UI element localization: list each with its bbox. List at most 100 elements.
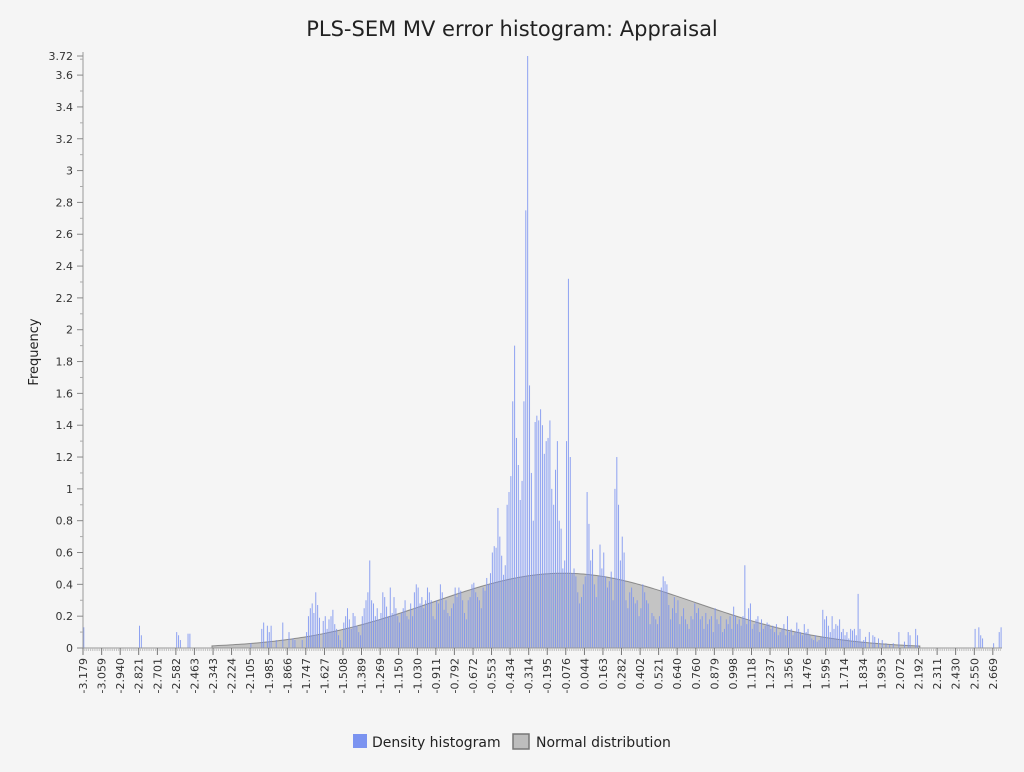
histogram-bar xyxy=(733,606,735,648)
x-tick-label: -0.792 xyxy=(448,658,461,693)
histogram-bar xyxy=(892,643,894,648)
histogram-bar xyxy=(707,624,709,648)
histogram-bar xyxy=(710,616,712,648)
histogram-bar xyxy=(749,603,751,648)
histogram-bar xyxy=(786,616,788,648)
x-tick-label: -1.985 xyxy=(263,658,276,693)
x-tick-label: -2.105 xyxy=(244,658,257,693)
histogram-bar xyxy=(504,565,506,648)
histogram-bar xyxy=(697,608,699,648)
histogram-bar xyxy=(593,584,595,648)
histogram-bar xyxy=(270,625,272,648)
normal-distribution-curve xyxy=(211,572,921,649)
histogram-bar xyxy=(488,584,490,648)
histogram-bar xyxy=(618,504,620,648)
histogram-bar xyxy=(551,488,553,648)
histogram-bar xyxy=(288,632,290,648)
histogram-bar xyxy=(540,409,542,648)
histogram-bar xyxy=(347,608,348,648)
y-tick-label: 0 xyxy=(66,642,73,655)
histogram-bar xyxy=(477,597,479,648)
x-tick-label: -2.463 xyxy=(188,658,201,693)
histogram-bar xyxy=(315,592,317,648)
histogram-bar xyxy=(294,640,296,648)
histogram-bar xyxy=(350,628,352,648)
histogram-bar xyxy=(794,632,796,648)
histogram-bar xyxy=(421,597,423,648)
histogram-bar xyxy=(688,628,690,648)
histogram-bar xyxy=(827,625,829,648)
histogram-bar xyxy=(807,628,809,648)
histogram-bar xyxy=(907,632,909,648)
histogram-bar xyxy=(720,616,722,648)
histogram-bar xyxy=(644,592,646,648)
histogram-bar xyxy=(471,584,473,648)
x-tick-label: 1.595 xyxy=(820,658,833,690)
histogram-bar xyxy=(898,632,900,648)
histogram-bar xyxy=(307,616,309,648)
x-tick-label: -1.030 xyxy=(411,658,424,693)
x-tick-label: -3.059 xyxy=(96,658,109,693)
histogram-bar xyxy=(844,635,846,648)
histogram-bar xyxy=(510,476,512,648)
histogram-bar xyxy=(328,619,330,648)
histogram-bar xyxy=(889,644,891,648)
histogram-bar xyxy=(438,603,440,648)
histogram-bar xyxy=(662,576,664,648)
histogram-bar xyxy=(837,625,839,648)
histogram-bar xyxy=(336,628,338,648)
histogram-bar xyxy=(408,619,410,648)
histogram-bar xyxy=(189,633,191,648)
histogram-bar xyxy=(486,577,488,648)
histogram-bar xyxy=(857,593,859,648)
histogram-bar xyxy=(735,616,737,648)
histogram-bar xyxy=(822,609,824,648)
histogram-bar xyxy=(452,603,454,648)
histogram-bar xyxy=(363,608,365,648)
histogram-bar xyxy=(664,581,666,648)
histogram-bar xyxy=(588,523,590,648)
histogram-bar xyxy=(83,627,85,648)
histogram-bar xyxy=(636,600,638,648)
histogram-bar xyxy=(744,565,746,648)
histogram-bar xyxy=(714,608,716,648)
histogram-bar xyxy=(566,441,568,648)
histogram-bar xyxy=(337,635,339,648)
x-tick-label: 2.192 xyxy=(913,658,926,690)
y-tick-label: 3.4 xyxy=(56,101,74,114)
histogram-bar xyxy=(634,603,636,648)
histogram-bar xyxy=(580,597,582,648)
y-tick-label: 0.2 xyxy=(56,610,74,623)
x-tick-label: 2.311 xyxy=(931,658,944,690)
histogram-bar xyxy=(764,625,766,648)
histogram-bar xyxy=(187,633,189,648)
histogram-bar xyxy=(560,528,562,648)
histogram-bar xyxy=(666,584,668,648)
y-tick-label: 2 xyxy=(66,324,73,337)
y-axis-label: Frequency xyxy=(27,318,42,385)
histogram-bar xyxy=(683,608,685,648)
histogram-bar xyxy=(606,587,608,648)
y-tick-label: 0.6 xyxy=(56,547,74,560)
x-tick-label: -0.672 xyxy=(467,658,480,693)
histogram-bar xyxy=(850,628,852,648)
histogram-bar xyxy=(360,635,362,648)
histogram-bar xyxy=(725,619,727,648)
histogram-bar xyxy=(402,608,404,648)
histogram-bar xyxy=(824,619,826,648)
histogram-bar xyxy=(814,635,816,648)
histogram-bar xyxy=(592,549,594,648)
histogram-bar xyxy=(978,627,980,648)
histogram-bar xyxy=(740,625,742,648)
histogram-bar xyxy=(853,628,855,648)
x-tick-label: -1.269 xyxy=(374,658,387,693)
histogram-bar xyxy=(590,560,592,648)
histogram-bar xyxy=(781,628,783,648)
histogram-bar xyxy=(658,616,660,648)
histogram-bar xyxy=(176,632,178,648)
histogram-bar xyxy=(885,643,887,648)
histogram-bar xyxy=(268,632,270,648)
histogram-bar xyxy=(445,600,447,648)
histogram-bar xyxy=(397,616,399,648)
